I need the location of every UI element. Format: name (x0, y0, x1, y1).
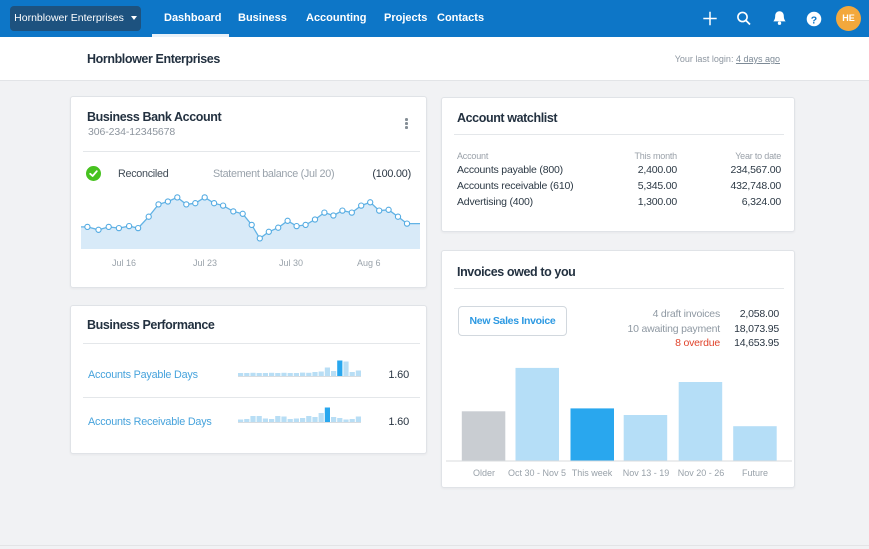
svg-text:?: ? (811, 15, 817, 27)
